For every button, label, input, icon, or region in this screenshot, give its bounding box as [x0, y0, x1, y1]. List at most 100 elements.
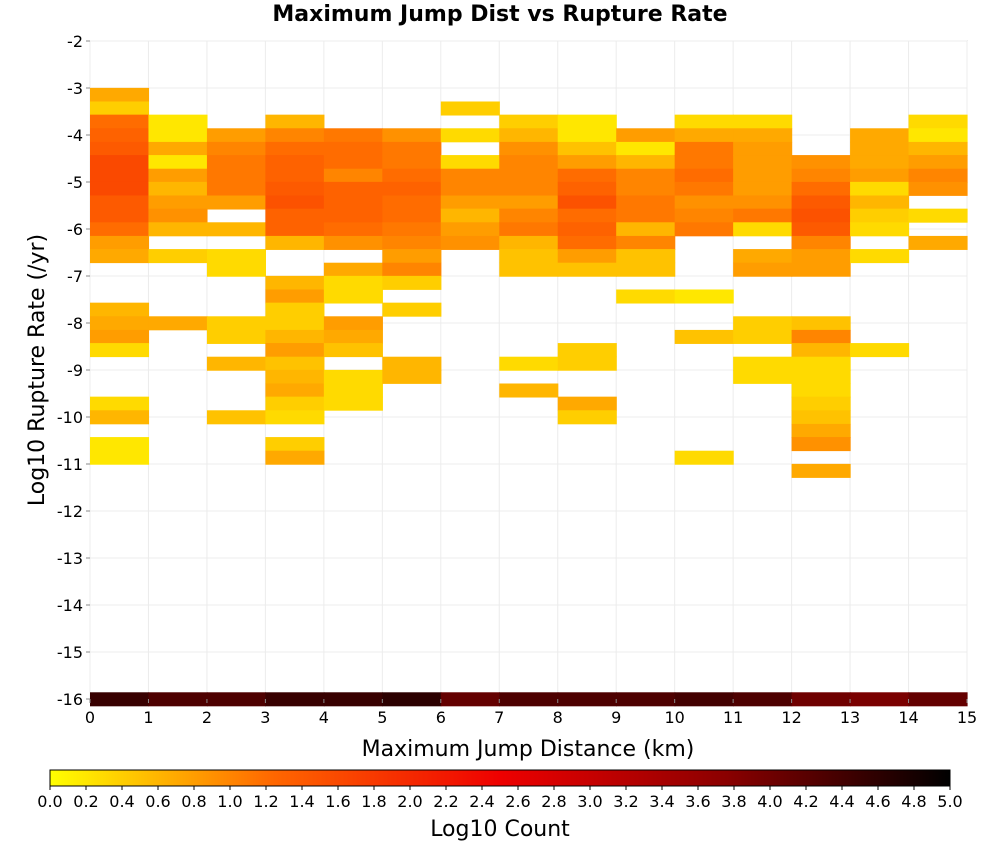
heatmap-cell: [323, 222, 383, 237]
heatmap-cell: [499, 155, 559, 170]
heatmap-cell: [499, 141, 559, 156]
heatmap-cell: [557, 195, 617, 210]
heatmap-cell: [616, 141, 676, 156]
heatmap-cell: [499, 249, 559, 264]
heatmap-cell: [557, 262, 617, 277]
heatmap-cell: [265, 181, 325, 196]
heatmap-cell: [616, 168, 676, 183]
heatmap-cell: [733, 316, 793, 331]
heatmap-cell: [323, 262, 383, 277]
heatmap-cell: [733, 329, 793, 344]
heatmap-cell: [616, 222, 676, 237]
y-tick-label: -4: [67, 126, 83, 145]
colorbar-tick-label: 3.2: [613, 792, 638, 811]
heatmap-cell: [733, 141, 793, 156]
heatmap-cell: [265, 141, 325, 156]
heatmap-cell: [674, 450, 734, 465]
heatmap-cell: [440, 692, 500, 707]
heatmap-cell: [557, 410, 617, 425]
x-tick-label: 15: [957, 708, 977, 727]
heatmap-cell: [382, 249, 442, 264]
heatmap-cell: [206, 141, 266, 156]
heatmap-cell: [908, 181, 968, 196]
heatmap-cell: [90, 249, 150, 264]
heatmap-cell: [908, 235, 968, 250]
heatmap-cell: [206, 168, 266, 183]
heatmap-cell: [440, 155, 500, 170]
heatmap-cell: [323, 181, 383, 196]
colorbar-tick-label: 4.2: [793, 792, 818, 811]
heatmap-cells: [90, 87, 968, 707]
heatmap-cell: [206, 316, 266, 331]
heatmap-cell: [850, 222, 910, 237]
heatmap-cell: [733, 155, 793, 170]
colorbar-tick-label: 0.8: [181, 792, 206, 811]
colorbar-tick-label: 4.6: [865, 792, 890, 811]
heatmap-cell: [382, 356, 442, 371]
heatmap-cell: [206, 181, 266, 196]
heatmap-cell: [90, 222, 150, 237]
heatmap-cell: [674, 141, 734, 156]
heatmap-cell: [440, 181, 500, 196]
heatmap-cell: [908, 128, 968, 143]
heatmap-cell: [791, 262, 851, 277]
colorbar-tick-label: 2.0: [397, 792, 422, 811]
x-tick-label: 0: [85, 708, 95, 727]
x-tick-label: 12: [781, 708, 801, 727]
y-tick-label: -8: [67, 314, 83, 333]
heatmap-cell: [265, 329, 325, 344]
y-tick-label: -9: [67, 361, 83, 380]
heatmap-cell: [265, 410, 325, 425]
heatmap-cell: [90, 87, 150, 102]
heatmap-cell: [499, 114, 559, 129]
heatmap-cell: [90, 316, 150, 331]
x-tick-label: 14: [898, 708, 918, 727]
heatmap-cell: [791, 383, 851, 398]
heatmap-cell: [733, 168, 793, 183]
heatmap-cell: [206, 329, 266, 344]
heatmap-cell: [616, 692, 676, 707]
heatmap-cell: [265, 195, 325, 210]
heatmap-cell: [791, 316, 851, 331]
heatmap-cell: [791, 396, 851, 411]
heatmap-cell: [908, 155, 968, 170]
x-tick-label: 2: [202, 708, 212, 727]
heatmap-cell: [616, 208, 676, 223]
heatmap-cell: [499, 181, 559, 196]
heatmap-cell: [382, 369, 442, 384]
heatmap-cell: [791, 423, 851, 438]
x-tick-label: 9: [611, 708, 621, 727]
heatmap-cell: [850, 343, 910, 358]
heatmap-cell: [557, 692, 617, 707]
x-tick-label: 1: [143, 708, 153, 727]
heatmap-cell: [323, 128, 383, 143]
heatmap-cell: [674, 289, 734, 304]
heatmap-cell: [90, 195, 150, 210]
heatmap-cell: [557, 343, 617, 358]
heatmap-cell: [791, 463, 851, 478]
heatmap-cell: [674, 181, 734, 196]
heatmap-cell: [733, 128, 793, 143]
colorbar-tick-label: 4.8: [901, 792, 926, 811]
heatmap-cell: [616, 262, 676, 277]
heatmap-cell: [440, 128, 500, 143]
y-tick-label: -13: [57, 549, 83, 568]
colorbar-tick-label: 4.4: [829, 792, 854, 811]
heatmap-cell: [148, 155, 208, 170]
heatmap-cell: [908, 208, 968, 223]
heatmap-cell: [791, 369, 851, 384]
heatmap-cell: [206, 410, 266, 425]
heatmap-cell: [499, 356, 559, 371]
colorbar-tick-label: 4.0: [757, 792, 782, 811]
heatmap-cell: [557, 356, 617, 371]
heatmap-cell: [382, 141, 442, 156]
x-axis-title: Maximum Jump Distance (km): [362, 737, 695, 762]
heatmap-cell: [382, 302, 442, 317]
heatmap-cell: [90, 396, 150, 411]
heatmap-cell: [791, 249, 851, 264]
heatmap-cell: [850, 128, 910, 143]
x-tick-label: 4: [319, 708, 329, 727]
heatmap-cell: [499, 208, 559, 223]
heatmap-cell: [206, 356, 266, 371]
colorbar-tick-label: 5.0: [937, 792, 962, 811]
